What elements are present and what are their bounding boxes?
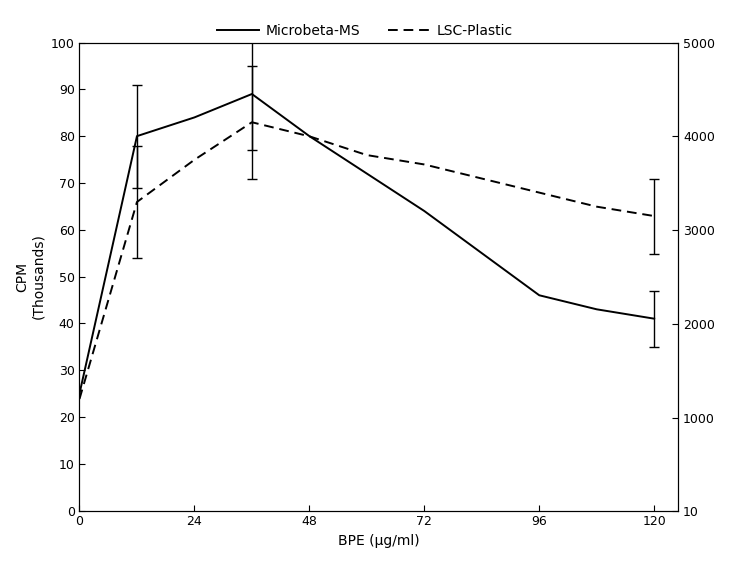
LSC-Plastic [592, 203, 601, 210]
Line: Microbeta-MS: Microbeta-MS [80, 94, 654, 394]
Microbeta-MS [75, 390, 84, 397]
LSC-Plastic [247, 119, 256, 126]
Microbeta-MS [305, 133, 314, 140]
Legend: Microbeta-MS, LSC-Plastic: Microbeta-MS, LSC-Plastic [212, 18, 518, 43]
LSC-Plastic [363, 151, 372, 158]
LSC-Plastic [75, 396, 84, 403]
LSC-Plastic [305, 133, 314, 140]
Microbeta-MS [133, 133, 142, 140]
Microbeta-MS [535, 292, 544, 298]
Microbeta-MS [592, 306, 601, 312]
LSC-Plastic [535, 189, 544, 196]
Y-axis label: CPM
(Thousands): CPM (Thousands) [15, 234, 45, 319]
LSC-Plastic [477, 175, 486, 182]
X-axis label: BPE (µg/ml): BPE (µg/ml) [338, 534, 420, 548]
LSC-Plastic [133, 199, 142, 205]
LSC-Plastic [190, 157, 199, 163]
LSC-Plastic [420, 161, 429, 168]
Line: LSC-Plastic: LSC-Plastic [80, 122, 654, 399]
LSC-Plastic [650, 213, 658, 220]
Microbeta-MS [477, 250, 486, 257]
Microbeta-MS [420, 208, 429, 215]
Microbeta-MS [247, 91, 256, 97]
Microbeta-MS [190, 114, 199, 121]
Microbeta-MS [650, 315, 658, 322]
Microbeta-MS [363, 170, 372, 177]
